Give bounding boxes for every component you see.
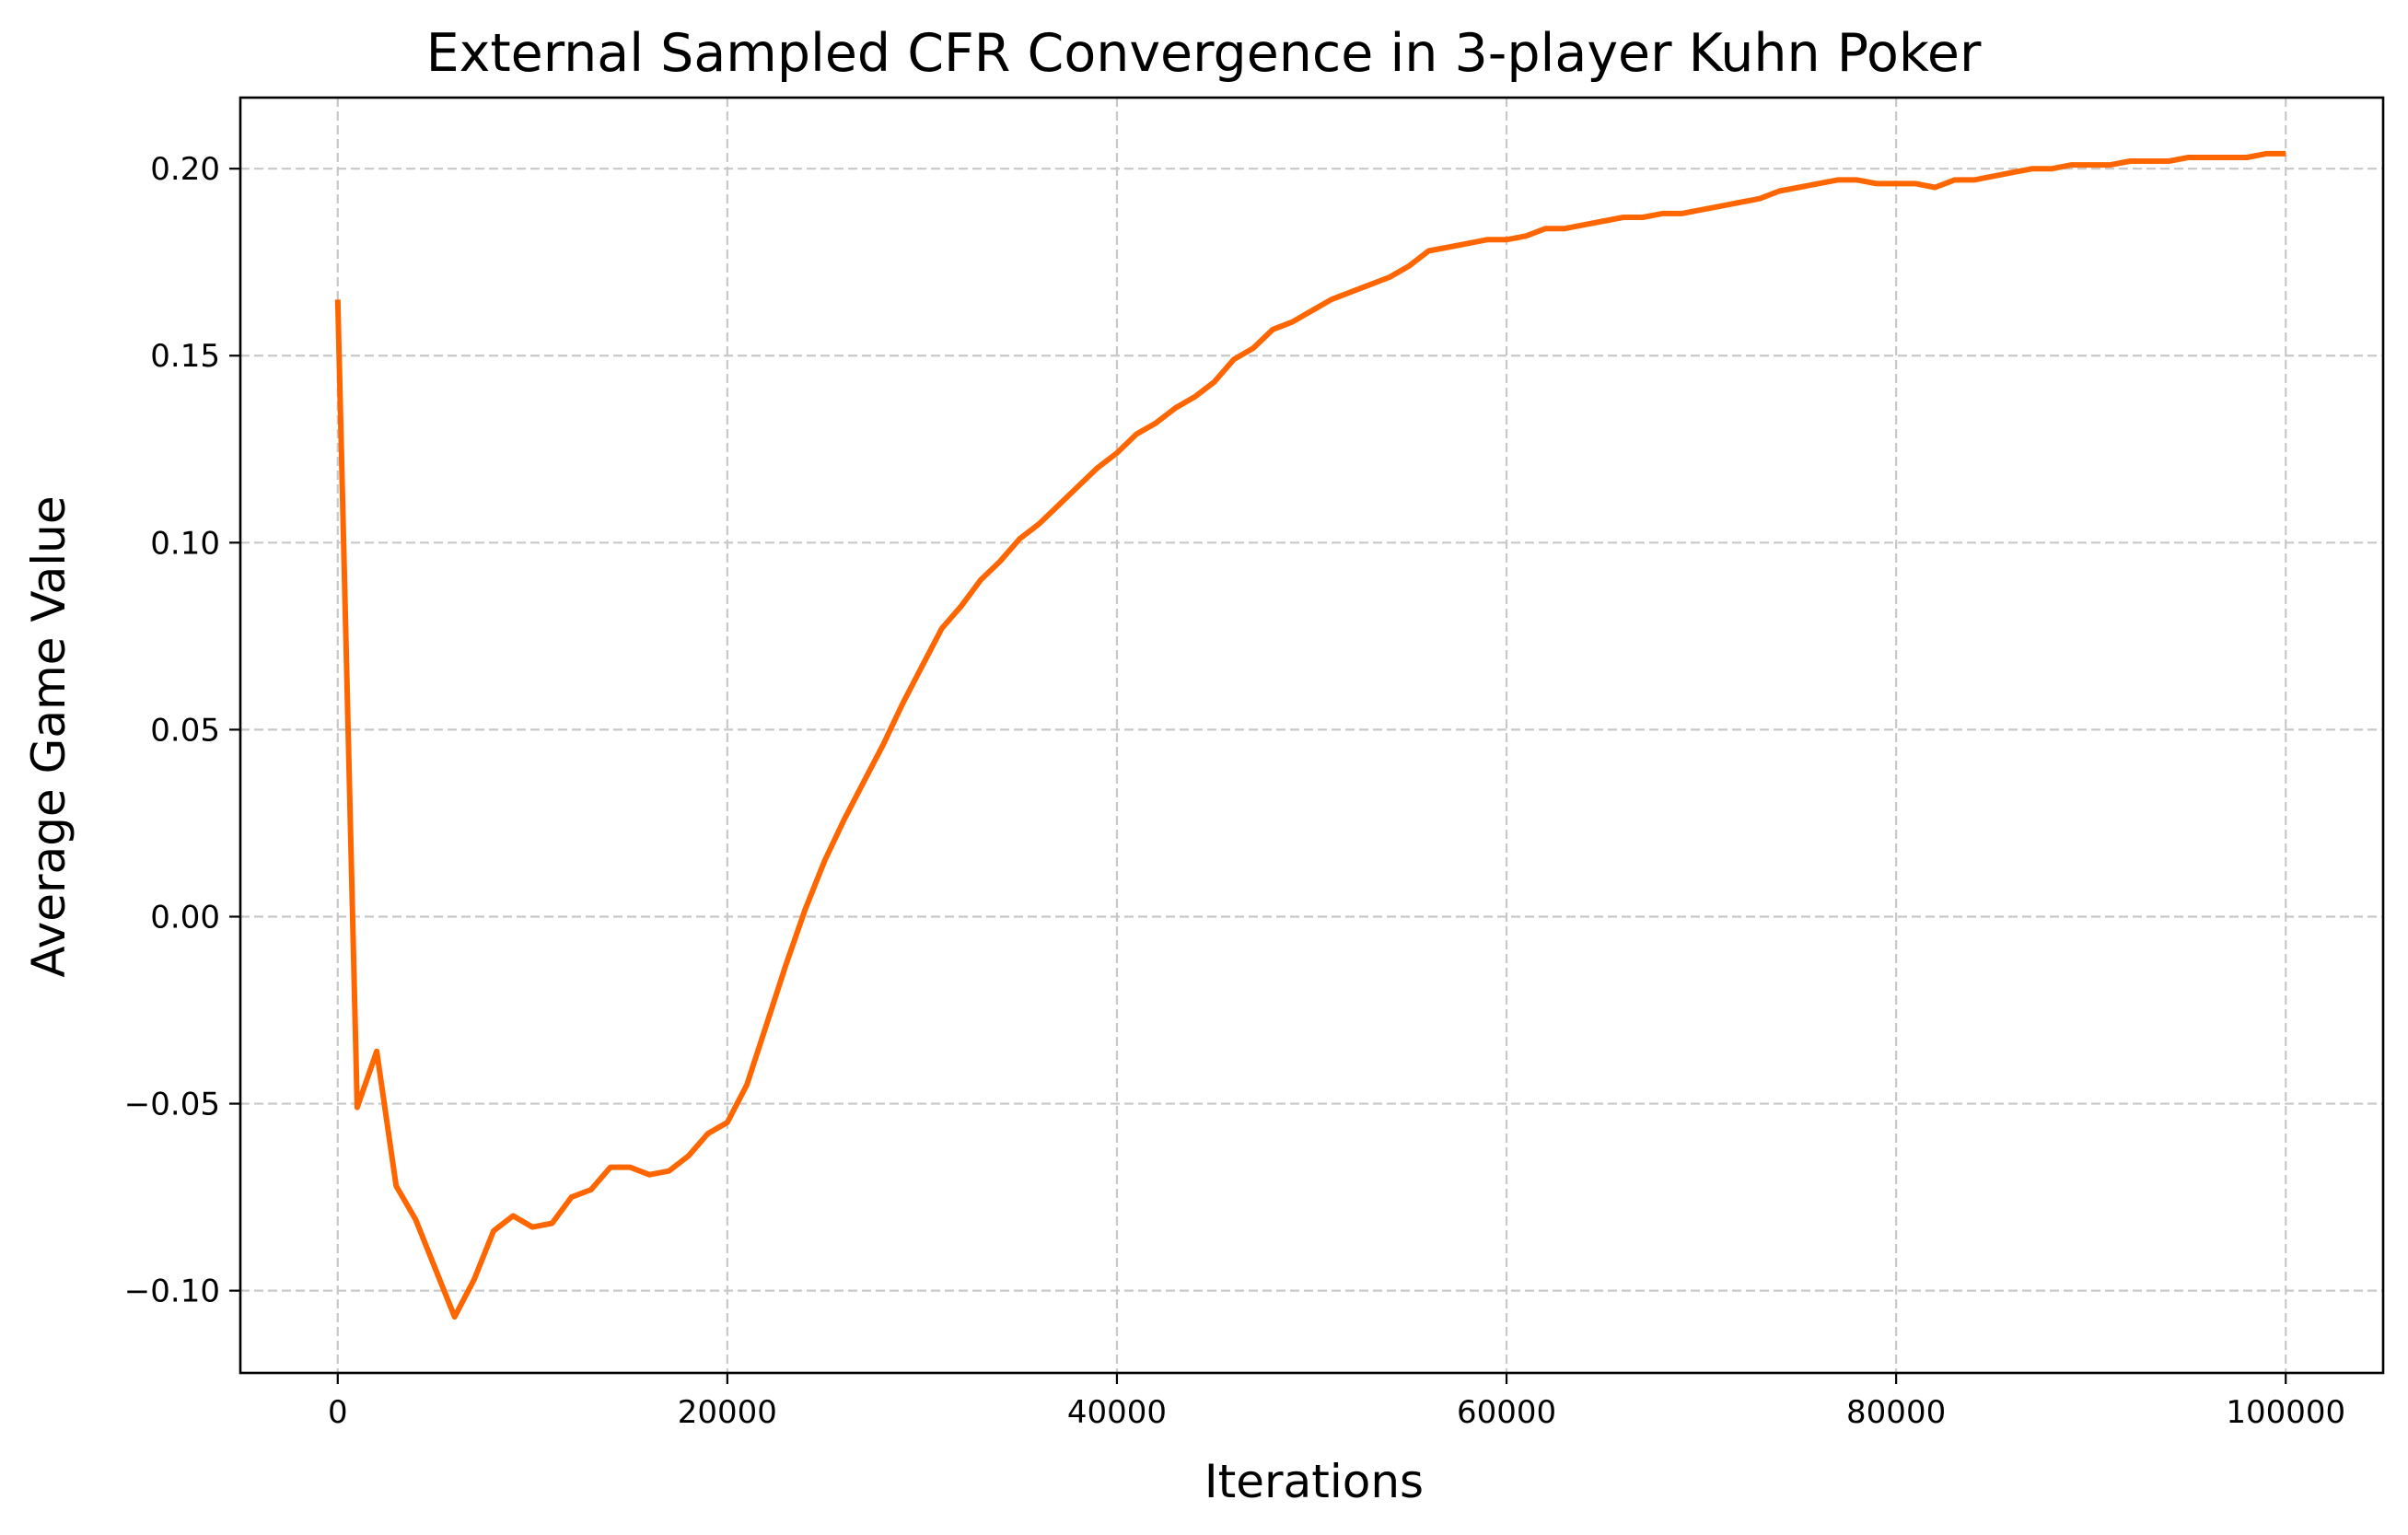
x-tick-label: 60000 [1457, 1394, 1556, 1431]
axes-frame [238, 96, 2385, 1375]
y-tick-label: 0.00 [150, 899, 220, 936]
x-tick-label: 0 [328, 1394, 348, 1431]
chart-title: External Sampled CFR Convergence in 3-pl… [426, 23, 1982, 84]
axis-ticks: 0 20000 40000 60000 80000 100000 −0.10 −0.05 0.0… [124, 151, 2345, 1431]
x-axis-label: Iterations [1204, 1455, 1424, 1508]
x-tick-label: 100000 [2226, 1394, 2345, 1431]
y-tick-label: 0.05 [150, 712, 220, 749]
x-tick-label: 20000 [678, 1394, 777, 1431]
y-axis-label: Average Game Value [22, 495, 76, 977]
y-tick-label: −0.05 [124, 1087, 220, 1123]
y-tick-label: 0.15 [150, 338, 220, 375]
y-tick-label: 0.10 [150, 525, 220, 562]
x-tick-label: 40000 [1067, 1394, 1167, 1431]
y-tick-label: 0.20 [150, 151, 220, 188]
y-tick-label: −0.10 [124, 1273, 220, 1310]
plot-area [334, 150, 2286, 1320]
x-tick-label: 80000 [1846, 1394, 1946, 1431]
series-line [334, 150, 2286, 1320]
